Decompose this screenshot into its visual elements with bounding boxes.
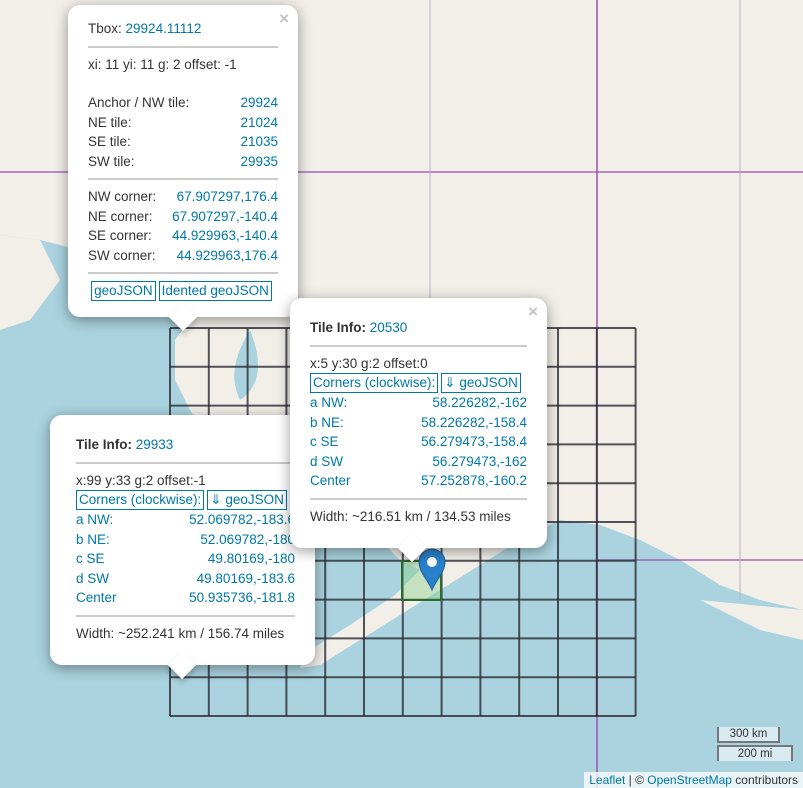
leaflet-link[interactable]: Leaflet (589, 773, 626, 787)
corner-value[interactable]: 49.80169,-180 (207, 551, 295, 566)
corner-row: SW corner: 44.929963,176.4 (88, 246, 278, 266)
popup-tbox: × Tbox: 29924.11112 xi: 11 yi: 11 g: 2 o… (68, 5, 298, 332)
corner-row: a NW: 58.226282,-162 (310, 393, 527, 413)
corner-value[interactable]: 49.80169,-183.6 (196, 570, 295, 586)
tile-indices: x:5 y:30 g:2 offset:0 (310, 355, 428, 371)
corner-label: SE corner: (88, 228, 152, 243)
popup-tile-20530: × Tile Info: 20530 x:5 y:30 g:2 offset:0… (290, 298, 547, 563)
corner-value[interactable]: 56.279473,-158.4 (421, 434, 527, 449)
corner-label[interactable]: c SE (76, 551, 105, 566)
corner-row: a NW: 52.069782,-183.6 (76, 510, 295, 530)
indented-geojson-button[interactable]: Idented geoJSON (158, 281, 272, 301)
corner-label[interactable]: c SE (310, 434, 339, 449)
scale-imperial: 200 mi (717, 745, 793, 761)
attribution-separator: | © (625, 773, 648, 787)
tile-id[interactable]: 29933 (135, 437, 174, 452)
corner-value[interactable]: 58.226282,-158.4 (421, 414, 527, 430)
tile-width: Width: ~216.51 km / 134.53 miles (310, 508, 511, 524)
water-bay (234, 330, 258, 400)
tbox-indices: xi: 11 yi: 11 g: 2 offset: -1 (88, 56, 237, 72)
corner-label[interactable]: d SW (76, 570, 110, 586)
tile-row: SE tile: 21035 (88, 132, 278, 152)
tile-link[interactable]: 29924 (240, 95, 278, 110)
center-value[interactable]: 50.935736,-181.8 (189, 590, 295, 605)
center-row: Center 57.252878,-160.2 (310, 471, 527, 491)
attribution: Leaflet | © OpenStreetMap contributors (584, 772, 803, 788)
corner-link[interactable]: 44.929963,-140.4 (172, 228, 278, 243)
corner-value[interactable]: 52.069782,-183.6 (189, 512, 295, 527)
tile-link[interactable]: 21035 (240, 134, 278, 149)
land-chukotka (0, 235, 60, 330)
tile-indices: x:99 y:33 g:2 offset:-1 (76, 472, 206, 488)
tile-row: NE tile: 21024 (88, 113, 278, 133)
corner-label: NE corner: (88, 208, 153, 224)
close-icon[interactable]: × (279, 9, 289, 28)
corner-link[interactable]: 67.907297,176.4 (176, 189, 278, 204)
corner-label[interactable]: b NE: (310, 414, 344, 430)
tile-link[interactable]: 29935 (240, 153, 278, 169)
tile-info-label: Tile Info: (76, 437, 132, 452)
corner-label[interactable]: b NE: (76, 531, 110, 547)
geojson-button[interactable]: ⇓ geoJSON (441, 373, 521, 393)
corner-label[interactable]: d SW (310, 453, 344, 469)
corner-label[interactable]: a NW: (76, 512, 114, 527)
corner-value[interactable]: 56.279473,-162 (432, 453, 527, 469)
map-marker-icon[interactable] (418, 548, 446, 592)
close-icon[interactable]: × (528, 302, 538, 321)
tile-width: Width: ~252.241 km / 156.74 miles (76, 625, 285, 641)
attribution-suffix: contributors (731, 773, 798, 787)
center-row: Center 50.935736,-181.8 (76, 588, 295, 608)
corner-label: SW corner: (88, 247, 156, 263)
popup-tile-29933: Tile Info: 29933 x:99 y:33 g:2 offset:-1… (50, 415, 315, 680)
corner-row: NE corner: 67.907297,-140.4 (88, 207, 278, 227)
center-label[interactable]: Center (76, 590, 117, 605)
corner-row: d SW 56.279473,-162 (310, 452, 527, 472)
corner-row: b NE: 58.226282,-158.4 (310, 413, 527, 433)
tbox-label: Tbox: (88, 21, 122, 36)
corner-row: d SW 49.80169,-183.6 (76, 569, 295, 589)
center-label[interactable]: Center (310, 473, 351, 488)
corner-row: b NE: 52.069782,-180 (76, 530, 295, 550)
corner-row: NW corner: 67.907297,176.4 (88, 187, 278, 207)
corner-value[interactable]: 58.226282,-162 (432, 395, 527, 410)
corner-link[interactable]: 67.907297,-140.4 (172, 208, 278, 224)
corners-button[interactable]: Corners (clockwise): (310, 373, 439, 393)
tile-label: SW tile: (88, 153, 135, 169)
corner-row: c SE 49.80169,-180 (76, 549, 295, 569)
tile-info-label: Tile Info: (310, 320, 366, 335)
tile-link[interactable]: 21024 (240, 114, 278, 130)
geojson-button[interactable]: ⇓ geoJSON (207, 490, 287, 510)
tile-label: NE tile: (88, 114, 132, 130)
tile-id[interactable]: 20530 (369, 320, 408, 335)
corner-value[interactable]: 52.069782,-180 (200, 531, 295, 547)
corners-button[interactable]: Corners (clockwise): (76, 490, 205, 510)
scale-metric: 300 km (717, 727, 780, 743)
tile-label: Anchor / NW tile: (88, 95, 190, 110)
corner-link[interactable]: 44.929963,176.4 (176, 247, 278, 263)
osm-link[interactable]: OpenStreetMap (647, 773, 732, 787)
tile-row: Anchor / NW tile: 29924 (88, 93, 278, 113)
corner-label: NW corner: (88, 189, 157, 204)
corner-row: c SE 56.279473,-158.4 (310, 432, 527, 452)
land-canada (700, 600, 803, 640)
center-value[interactable]: 57.252878,-160.2 (421, 473, 527, 488)
corner-row: SE corner: 44.929963,-140.4 (88, 226, 278, 246)
tile-row: SW tile: 29935 (88, 152, 278, 172)
geojson-button[interactable]: geoJSON (91, 281, 156, 301)
tbox-id[interactable]: 29924.11112 (125, 21, 202, 36)
corner-label[interactable]: a NW: (310, 395, 348, 410)
tile-label: SE tile: (88, 134, 131, 149)
